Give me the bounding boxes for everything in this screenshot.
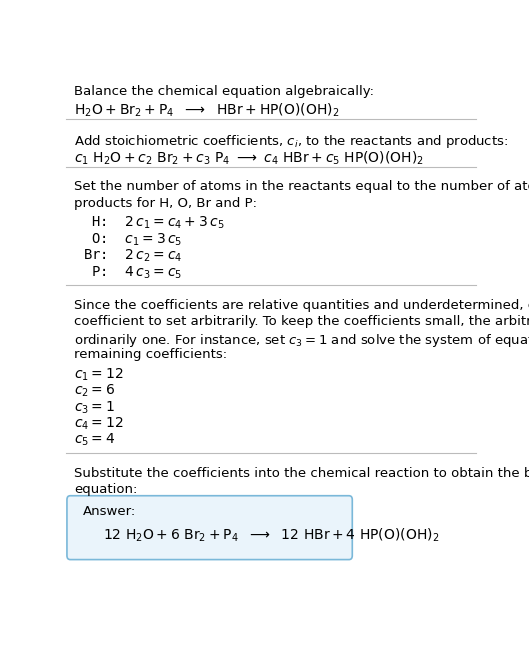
Text: O:  $c_1 = 3\,c_5$: O: $c_1 = 3\,c_5$ xyxy=(83,232,181,248)
FancyBboxPatch shape xyxy=(67,496,352,560)
Text: ordinarily one. For instance, set $c_3 = 1$ and solve the system of equations fo: ordinarily one. For instance, set $c_3 =… xyxy=(74,332,529,349)
Text: Br:  $2\,c_2 = c_4$: Br: $2\,c_2 = c_4$ xyxy=(83,248,182,264)
Text: $c_2 = 6$: $c_2 = 6$ xyxy=(74,382,115,399)
Text: $c_4 = 12$: $c_4 = 12$ xyxy=(74,415,124,432)
Text: $c_3 = 1$: $c_3 = 1$ xyxy=(74,399,115,415)
Text: Since the coefficients are relative quantities and underdetermined, choose a: Since the coefficients are relative quan… xyxy=(74,299,529,312)
Text: coefficient to set arbitrarily. To keep the coefficients small, the arbitrary va: coefficient to set arbitrarily. To keep … xyxy=(74,315,529,328)
Text: $c_1 = 12$: $c_1 = 12$ xyxy=(74,366,124,382)
Text: Balance the chemical equation algebraically:: Balance the chemical equation algebraica… xyxy=(74,85,375,98)
Text: $\mathrm{12\ H_2O + 6\ Br_2 + P_4\ \ \longrightarrow\ \ 12\ HBr + 4\ HP(O)(OH)_2: $\mathrm{12\ H_2O + 6\ Br_2 + P_4\ \ \lo… xyxy=(103,527,439,544)
Text: products for H, O, Br and P:: products for H, O, Br and P: xyxy=(74,197,257,210)
Text: Set the number of atoms in the reactants equal to the number of atoms in the: Set the number of atoms in the reactants… xyxy=(74,181,529,193)
Text: $c_1\ \mathrm{H_2O} + c_2\ \mathrm{Br_2} + c_3\ \mathrm{P_4}\ \longrightarrow\ c: $c_1\ \mathrm{H_2O} + c_2\ \mathrm{Br_2}… xyxy=(74,149,424,167)
Text: $c_5 = 4$: $c_5 = 4$ xyxy=(74,432,115,448)
Text: Substitute the coefficients into the chemical reaction to obtain the balanced: Substitute the coefficients into the che… xyxy=(74,466,529,479)
Text: Answer:: Answer: xyxy=(83,505,136,518)
Text: $\mathrm{H_2O + Br_2 + P_4 \ \ \longrightarrow \ \ HBr + HP(O)(OH)_2}$: $\mathrm{H_2O + Br_2 + P_4 \ \ \longrigh… xyxy=(74,102,340,119)
Text: P:  $4\,c_3 = c_5$: P: $4\,c_3 = c_5$ xyxy=(83,265,181,281)
Text: equation:: equation: xyxy=(74,483,138,496)
Text: H:  $2\,c_1 = c_4 + 3\,c_5$: H: $2\,c_1 = c_4 + 3\,c_5$ xyxy=(83,215,224,232)
Text: remaining coefficients:: remaining coefficients: xyxy=(74,348,227,361)
Text: Add stoichiometric coefficients, $c_i$, to the reactants and products:: Add stoichiometric coefficients, $c_i$, … xyxy=(74,133,508,150)
